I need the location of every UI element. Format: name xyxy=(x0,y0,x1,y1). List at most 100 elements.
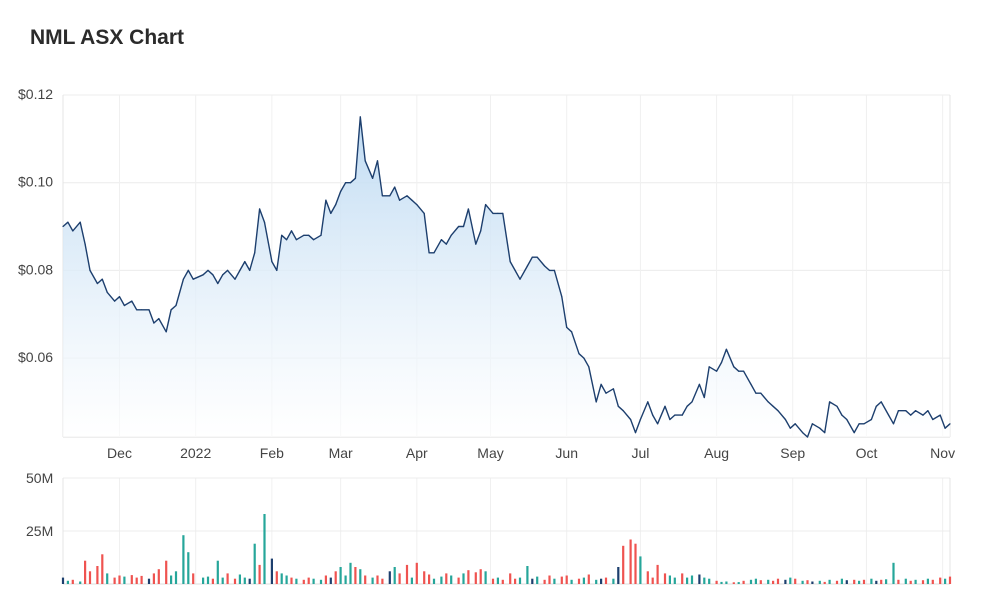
volume-bar xyxy=(948,576,952,584)
volume-bar xyxy=(423,571,426,584)
price-point xyxy=(67,221,69,223)
volume-bar xyxy=(514,578,517,584)
price-point xyxy=(222,274,224,276)
price-point xyxy=(600,383,602,385)
price-area-fill xyxy=(63,116,950,438)
volume-bar xyxy=(312,578,315,584)
price-point xyxy=(544,265,546,267)
price-point xyxy=(578,353,580,355)
volume-bar xyxy=(663,573,667,584)
price-point xyxy=(802,432,804,434)
price-point xyxy=(254,252,256,254)
price-point xyxy=(165,331,167,333)
x-tick-label: Mar xyxy=(329,445,353,461)
price-point xyxy=(755,392,757,394)
volume-bar xyxy=(612,578,615,584)
price-point xyxy=(227,269,229,271)
volume-bar xyxy=(897,579,900,584)
price-point xyxy=(892,423,895,425)
volume-bar xyxy=(211,578,214,584)
price-point xyxy=(244,261,246,263)
volume-bar xyxy=(634,543,637,584)
volume-bar xyxy=(617,567,620,584)
volume-bar xyxy=(604,577,608,584)
volume-bar xyxy=(875,580,878,584)
price-point xyxy=(428,252,430,254)
price-point xyxy=(445,243,447,245)
volume-bar xyxy=(518,577,522,584)
volume-bar xyxy=(157,569,160,584)
price-point xyxy=(389,195,391,197)
volume-bar xyxy=(536,576,539,584)
price-point xyxy=(922,414,924,416)
price-point xyxy=(381,195,383,197)
price-point xyxy=(325,199,327,201)
x-tick-label: Feb xyxy=(260,445,284,461)
volume-bar xyxy=(147,578,151,584)
price-point xyxy=(249,269,251,271)
volume-bars xyxy=(61,514,952,584)
price-point xyxy=(647,401,649,403)
volume-bar xyxy=(560,576,563,584)
price-point xyxy=(915,410,917,412)
volume-bar xyxy=(319,579,323,584)
price-point xyxy=(888,414,890,416)
volume-bar xyxy=(233,578,237,584)
price-point xyxy=(467,208,469,210)
volume-bar xyxy=(339,567,342,584)
volume-bar xyxy=(501,579,504,584)
volume-bar xyxy=(329,577,332,584)
price-point xyxy=(784,418,787,421)
x-tick-label: Dec xyxy=(107,445,132,461)
price-area-layer xyxy=(62,116,951,438)
volume-bar xyxy=(381,578,384,584)
price-point xyxy=(475,243,477,245)
price-point xyxy=(175,304,177,307)
price-point xyxy=(686,405,688,407)
price-point xyxy=(286,239,288,241)
volume-bar xyxy=(845,580,848,584)
price-point xyxy=(406,195,408,197)
volume-bar xyxy=(96,566,99,584)
volume-bar xyxy=(405,564,409,584)
price-point xyxy=(359,116,361,118)
volume-bar xyxy=(445,573,448,584)
volume-bar xyxy=(130,575,133,584)
volume-bar xyxy=(595,579,598,584)
price-point xyxy=(480,230,482,232)
volume-bar xyxy=(491,578,495,584)
price-point xyxy=(514,269,516,271)
price-point xyxy=(153,322,155,324)
price-point xyxy=(136,309,138,311)
price-point xyxy=(276,269,278,271)
price-point xyxy=(789,427,791,429)
volume-bar xyxy=(187,552,190,584)
volume-bar xyxy=(206,576,210,584)
price-point xyxy=(750,383,752,385)
price-point xyxy=(354,177,356,179)
price-point xyxy=(106,291,108,293)
volume-bar xyxy=(725,581,728,584)
volume-bar xyxy=(840,578,843,584)
price-point xyxy=(794,423,796,425)
price-point xyxy=(829,401,831,403)
volume-bar xyxy=(737,582,740,584)
volume-bar xyxy=(646,571,649,584)
volume-bar xyxy=(174,571,178,584)
volume-bar xyxy=(101,554,104,584)
volume-bar xyxy=(376,575,379,584)
volume-bar xyxy=(944,578,947,584)
price-point xyxy=(62,225,64,228)
price-point xyxy=(526,265,529,267)
volume-bar xyxy=(909,580,912,584)
volume-bar xyxy=(84,560,87,584)
volume-bar xyxy=(565,575,568,584)
volume-bar xyxy=(238,574,241,584)
volume-bar xyxy=(324,575,327,584)
volume-bar xyxy=(216,560,219,584)
volume-bar xyxy=(904,578,907,584)
price-point xyxy=(571,331,573,333)
volume-bar xyxy=(221,577,224,584)
volume-bar xyxy=(106,573,109,584)
